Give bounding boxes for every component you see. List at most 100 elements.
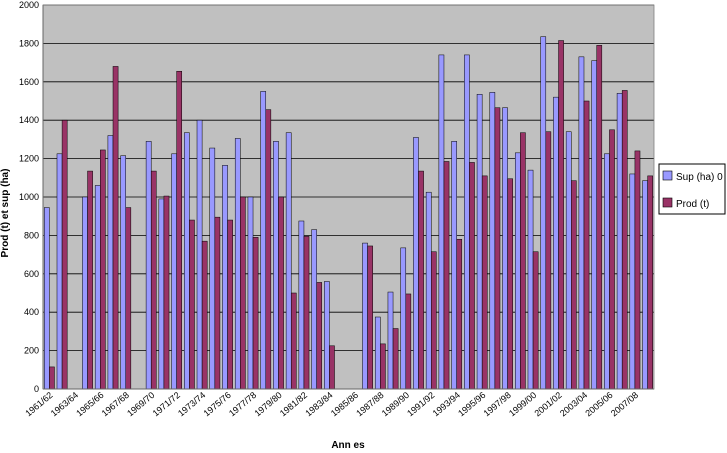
bar-sup: [629, 173, 636, 390]
x-tick-label: 2005/06: [583, 390, 614, 419]
axes: [42, 4, 655, 390]
bar-sup: [362, 242, 368, 390]
x-tick-label: 1969/70: [125, 390, 156, 419]
y-tick-label: 0: [34, 384, 39, 394]
bar-sup: [464, 54, 470, 390]
bar-prod: [494, 107, 501, 390]
bar-prod: [252, 237, 259, 390]
x-tick-label: 1997/98: [482, 390, 513, 419]
bar-prod: [163, 195, 170, 390]
bar-prod: [443, 161, 450, 390]
bar-sup: [527, 169, 534, 390]
bar-prod: [112, 66, 119, 390]
bar-sup: [94, 185, 101, 390]
bar-prod: [418, 170, 424, 390]
bar-sup: [222, 165, 228, 390]
bar-prod: [520, 132, 526, 390]
bar-sup: [324, 281, 330, 390]
bar-prod: [316, 282, 323, 390]
bar-sup: [578, 56, 585, 390]
x-tick-label: 1981/82: [278, 390, 309, 419]
y-tick-label: 1800: [19, 38, 39, 48]
bar-sup: [540, 36, 547, 390]
bar-sup: [273, 141, 279, 390]
bar-prod: [61, 119, 68, 390]
bar-sup: [400, 247, 407, 390]
bar-sup: [158, 198, 165, 390]
x-tick-label: 1975/76: [202, 390, 233, 419]
x-tick-label: 1983/84: [303, 390, 334, 419]
bar-sup: [591, 60, 597, 390]
bar-prod: [87, 170, 93, 390]
bar-prod: [571, 180, 577, 390]
bar-prod: [532, 251, 539, 390]
bar-sup: [476, 94, 483, 390]
bar-sup: [209, 147, 216, 390]
legend-label-prod: Prod (t): [676, 199, 709, 210]
x-tick-label: 2003/04: [558, 390, 589, 419]
x-tick-label: 1987/88: [354, 390, 385, 419]
x-tick-label: 2001/02: [532, 390, 563, 419]
bar-sup: [196, 119, 203, 390]
y-tick-label: 1600: [19, 77, 39, 87]
bar-sup: [553, 96, 559, 390]
x-tick-label: 1995/96: [456, 390, 487, 419]
bar-sup: [298, 220, 305, 390]
x-tick-labels: 1961/621963/641965/661967/681969/701971/…: [23, 390, 640, 419]
bar-prod: [558, 40, 564, 390]
y-axis-title: Prod (t) et sup (ha): [0, 169, 11, 258]
bar-prod: [125, 207, 132, 390]
legend-label-sup: Sup (ha) 0: [676, 172, 723, 183]
bar-prod: [227, 219, 233, 390]
bar-sup: [311, 229, 317, 390]
bar-prod: [278, 196, 284, 390]
bar-prod: [469, 162, 475, 390]
x-tick-label: 1985/86: [329, 390, 360, 419]
x-tick-label: 1961/62: [23, 390, 54, 419]
bar-prod: [609, 129, 615, 390]
bar-sup: [616, 93, 623, 390]
bar-sup: [514, 152, 521, 390]
x-tick-label: 1967/68: [100, 390, 131, 419]
y-tick-label: 1000: [19, 192, 39, 202]
x-tick-label: 1965/66: [74, 390, 105, 419]
bar-prod: [596, 45, 603, 390]
bar-sup: [234, 138, 241, 390]
bar-sup: [438, 54, 445, 390]
bar-prod: [214, 216, 221, 390]
bar-sup: [44, 207, 50, 390]
plot-border: [42, 4, 655, 390]
x-tick-label: 1963/64: [49, 390, 80, 419]
bar-sup: [387, 291, 394, 390]
bar-prod: [265, 109, 272, 390]
x-tick-label: 1977/78: [227, 390, 258, 419]
bar-prod: [189, 219, 195, 390]
x-tick-label: 1979/80: [252, 390, 283, 419]
bar-prod: [634, 150, 641, 390]
y-tick-label: 800: [24, 230, 39, 240]
bar-prod: [176, 70, 183, 390]
legend-swatch-prod: [662, 197, 673, 208]
bar-prod: [507, 178, 513, 390]
bar-sup: [502, 107, 508, 390]
bar-sup: [285, 132, 292, 390]
bar-prod: [430, 251, 437, 390]
legend-swatch-sup: [662, 170, 673, 181]
bar-prod: [456, 238, 463, 390]
bar-sup: [247, 196, 254, 390]
bar-sup: [425, 191, 432, 390]
x-tick-label: 1973/74: [176, 390, 207, 419]
y-tick-label: 600: [24, 269, 39, 279]
bar-prod: [545, 131, 552, 390]
y-tick-label: 2000: [19, 0, 39, 10]
bar-sup: [451, 141, 457, 390]
bar-sup: [82, 196, 88, 390]
bar-prod: [329, 345, 335, 390]
bar-prod: [405, 293, 412, 390]
bar-prod: [367, 245, 373, 390]
legend: Sup (ha) 0 Prod (t): [658, 163, 726, 215]
bar-sup: [604, 153, 610, 390]
bar-prod: [621, 90, 628, 390]
bar-sup: [145, 141, 152, 390]
